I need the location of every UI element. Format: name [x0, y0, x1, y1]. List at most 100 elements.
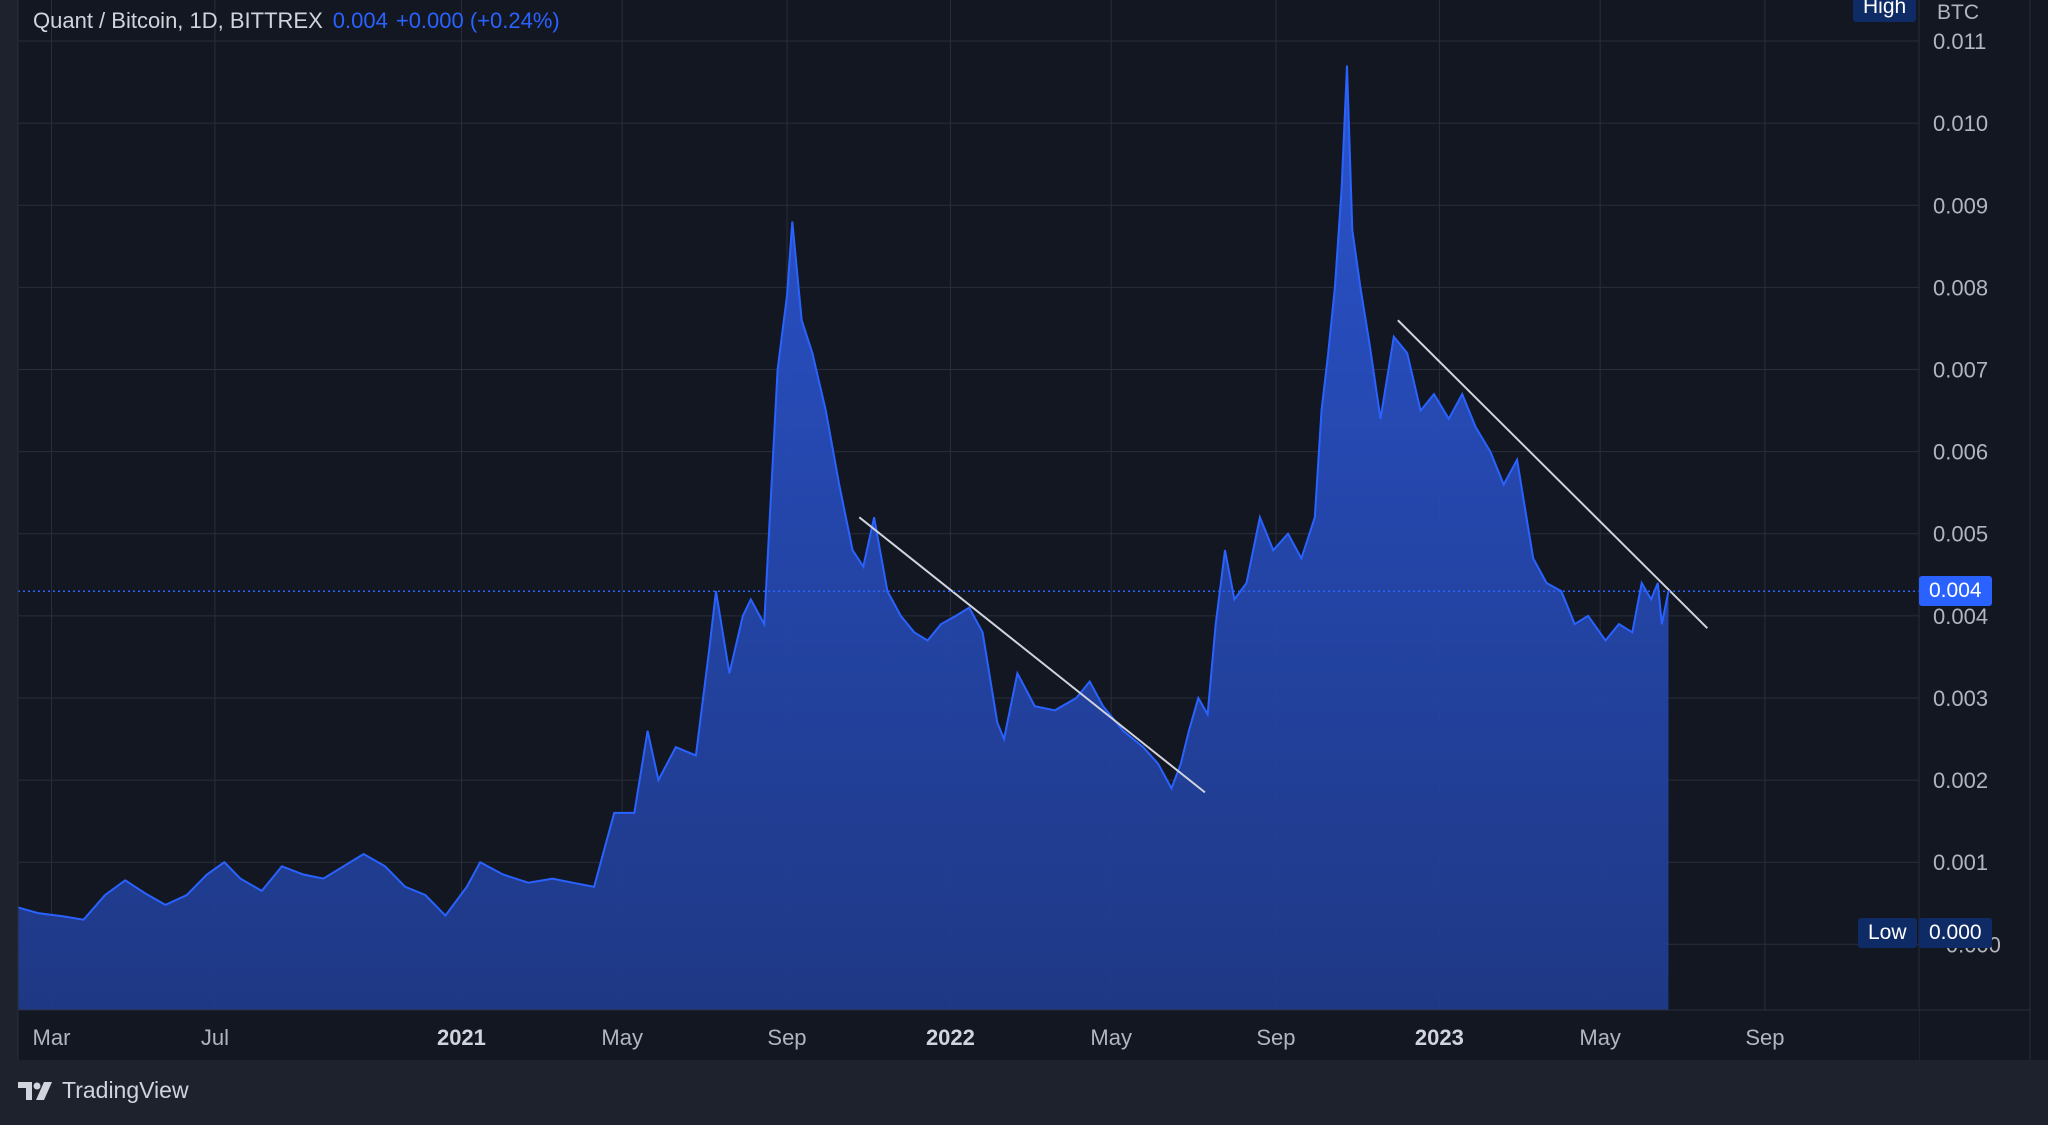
data-point-81 — [1287, 533, 1289, 535]
price-unit[interactable]: BTC — [1937, 1, 1979, 24]
trendlines[interactable] — [858, 319, 1709, 794]
data-point-94 — [1406, 352, 1408, 354]
data-point-55 — [940, 623, 942, 625]
data-point-104 — [1532, 557, 1534, 559]
data-point-8 — [186, 894, 188, 896]
data-point-109 — [1605, 639, 1607, 641]
data-point-6 — [144, 892, 146, 894]
data-point-63 — [1054, 709, 1056, 711]
data-point-29 — [613, 812, 615, 814]
data-point-36 — [715, 590, 717, 592]
data-point-68 — [1142, 746, 1144, 748]
data-point-42 — [786, 295, 788, 297]
data-point-5 — [124, 879, 126, 881]
data-point-35 — [708, 648, 710, 650]
y-tick-label-8: 0.003 — [1933, 686, 1988, 711]
data-point-27 — [572, 882, 574, 884]
y-tick-label-4: 0.007 — [1933, 358, 1988, 383]
data-point-25 — [527, 882, 529, 884]
data-point-48 — [852, 549, 854, 551]
low-badge: Low — [1858, 918, 1917, 948]
data-point-62 — [1034, 705, 1036, 707]
data-point-51 — [886, 590, 888, 592]
high-badge: High — [1853, 0, 1917, 22]
data-point-53 — [913, 631, 915, 633]
data-point-2 — [63, 915, 65, 917]
data-point-15 — [322, 878, 324, 880]
data-point-79 — [1259, 516, 1261, 518]
data-point-44 — [801, 319, 803, 321]
price-axis-panel[interactable] — [1919, 0, 2048, 1060]
data-point-58 — [982, 631, 984, 633]
series-area — [17, 65, 1670, 1010]
data-point-113 — [1650, 598, 1652, 600]
current-price-badge: 0.004 — [1919, 576, 1992, 607]
data-point-57 — [968, 607, 970, 609]
x-tick-label-6: May — [1090, 1025, 1132, 1050]
x-tick-label-0: Mar — [33, 1025, 71, 1050]
data-point-16 — [343, 865, 345, 867]
trendline-2[interactable] — [1397, 319, 1709, 629]
x-tick-label-1: Jul — [201, 1025, 229, 1050]
data-point-110 — [1618, 623, 1620, 625]
data-point-32 — [657, 779, 659, 781]
trendline-1[interactable] — [858, 516, 1206, 794]
x-tick-label-3: May — [601, 1025, 643, 1050]
data-point-61 — [1016, 672, 1018, 674]
x-tick-label-9: May — [1579, 1025, 1621, 1050]
data-point-26 — [552, 878, 554, 880]
x-tick-label-4: Sep — [767, 1025, 806, 1050]
data-point-107 — [1574, 623, 1576, 625]
data-point-47 — [838, 483, 840, 485]
data-point-85 — [1327, 352, 1329, 354]
data-point-45 — [811, 352, 813, 354]
data-point-17 — [363, 853, 365, 855]
data-point-59 — [996, 722, 998, 724]
time-axis-panel[interactable] — [18, 1010, 1919, 1060]
price-change: +0.000 (+0.24%) — [395, 8, 560, 33]
data-point-60 — [1003, 738, 1005, 740]
data-point-93 — [1393, 336, 1395, 338]
data-point-83 — [1314, 516, 1316, 518]
data-point-86 — [1334, 286, 1336, 288]
low-value-badge: 0.000 — [1919, 918, 1992, 948]
data-point-7 — [164, 904, 166, 906]
data-point-90 — [1359, 286, 1361, 288]
data-point-87 — [1341, 188, 1343, 190]
data-point-77 — [1233, 598, 1235, 600]
data-point-40 — [763, 623, 765, 625]
data-point-91 — [1369, 344, 1371, 346]
data-point-46 — [825, 410, 827, 412]
data-point-74 — [1207, 713, 1209, 715]
data-point-72 — [1188, 730, 1190, 732]
data-point-30 — [633, 812, 635, 814]
y-tick-label-3: 0.008 — [1933, 275, 1988, 300]
data-point-64 — [1075, 697, 1077, 699]
data-point-56 — [955, 615, 957, 617]
data-point-13 — [281, 865, 283, 867]
data-point-38 — [742, 615, 744, 617]
data-point-39 — [750, 598, 752, 600]
data-point-75 — [1215, 623, 1217, 625]
data-point-22 — [466, 886, 468, 888]
data-point-70 — [1170, 787, 1172, 789]
data-point-34 — [695, 754, 697, 756]
data-point-108 — [1587, 615, 1589, 617]
symbol-title[interactable]: Quant / Bitcoin, 1D, BITTREX — [33, 8, 323, 33]
x-tick-label-10: Sep — [1745, 1025, 1784, 1050]
tradingview-brand[interactable]: TradingView — [18, 1077, 189, 1104]
data-point-71 — [1180, 763, 1182, 765]
data-point-21 — [444, 915, 446, 917]
data-point-12 — [261, 890, 263, 892]
data-point-114 — [1657, 582, 1659, 584]
y-tick-label-1: 0.010 — [1933, 111, 1988, 136]
data-point-98 — [1461, 393, 1463, 395]
time-axis-labels: Mar Jul 2021 May Sep 2022 May Sep 2023 May Sep — [33, 1025, 1785, 1050]
data-point-102 — [1516, 459, 1518, 461]
data-point-33 — [675, 746, 677, 748]
data-point-89 — [1351, 229, 1353, 231]
data-point-96 — [1433, 393, 1435, 395]
y-tick-label-5: 0.006 — [1933, 440, 1988, 465]
